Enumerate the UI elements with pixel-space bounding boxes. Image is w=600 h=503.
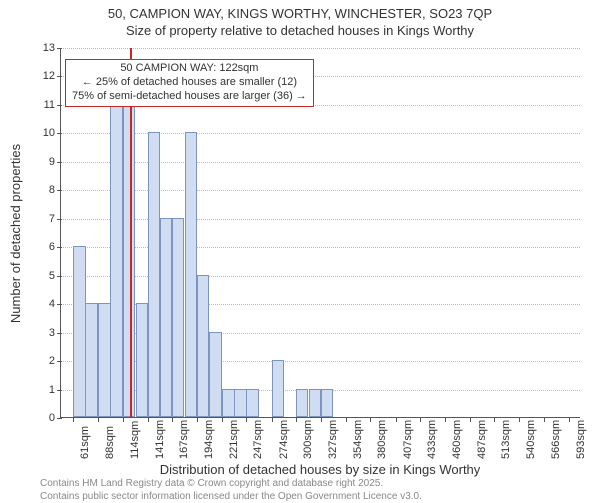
histogram-bar [222,389,234,417]
plot-area: 01234567891011121361sqm88sqm114sqm141sqm… [60,48,580,418]
x-tick-mark [519,417,520,422]
title-line-2: Size of property relative to detached ho… [0,23,600,40]
x-tick-mark [222,417,223,422]
histogram-bar [296,389,308,417]
gridline [61,219,580,220]
x-tick-mark [321,417,322,422]
histogram-bar [321,389,333,417]
histogram-bar [136,303,148,417]
x-tick-label: 540sqm [523,420,537,459]
histogram-bar [309,389,321,417]
gridline [61,133,580,134]
y-tick-label: 9 [49,156,61,168]
y-tick-label: 11 [44,99,61,111]
x-tick-label: 433sqm [424,420,438,459]
y-tick-label: 4 [49,298,61,310]
x-tick-label: 513sqm [498,420,512,459]
x-tick-label: 380sqm [374,420,388,459]
gridline [61,276,580,277]
y-tick-label: 6 [49,241,61,253]
footer-line-2: Contains public sector information licen… [40,491,422,503]
x-tick-mark [172,417,173,422]
histogram-bar [160,218,172,417]
x-axis-label: Distribution of detached houses by size … [60,462,580,477]
histogram-bar [246,389,258,417]
y-tick-label: 8 [49,184,61,196]
histogram-bar [272,360,284,417]
gridline [61,48,580,49]
x-tick-mark [98,417,99,422]
x-tick-mark [246,417,247,422]
x-tick-label: 274sqm [276,420,290,459]
x-tick-mark [123,417,124,422]
x-tick-mark [420,417,421,422]
x-tick-label: 593sqm [573,420,587,459]
x-tick-mark [296,417,297,422]
x-tick-label: 247sqm [250,420,264,459]
histogram-bar [85,303,97,417]
histogram-bar [123,75,135,417]
x-tick-label: 300sqm [300,420,314,459]
y-tick-label: 1 [49,384,61,396]
y-tick-label: 12 [43,70,61,82]
x-tick-mark [445,417,446,422]
x-tick-mark [569,417,570,422]
x-tick-mark [544,417,545,422]
y-tick-label: 2 [49,355,61,367]
x-tick-label: 487sqm [474,420,488,459]
y-tick-label: 7 [49,213,61,225]
x-tick-mark [148,417,149,422]
x-tick-label: 194sqm [201,420,215,459]
x-tick-label: 407sqm [400,420,414,459]
gridline [61,162,580,163]
x-tick-label: 327sqm [325,420,339,459]
chart-container: 50, CAMPION WAY, KINGS WORTHY, WINCHESTE… [0,0,600,500]
x-tick-label: 141sqm [152,420,166,459]
histogram-bar [197,275,209,417]
x-tick-label: 460sqm [449,420,463,459]
x-tick-mark [272,417,273,422]
x-tick-mark [197,417,198,422]
y-axis-label: Number of detached properties [8,48,24,418]
y-tick-label: 13 [43,42,61,54]
footer-line-1: Contains HM Land Registry data © Crown c… [40,478,422,491]
histogram-bar [110,104,122,417]
gridline [61,247,580,248]
histogram-bar [185,132,197,417]
x-tick-label: 221sqm [226,420,240,459]
chart-title: 50, CAMPION WAY, KINGS WORTHY, WINCHESTE… [0,6,600,40]
annotation-line-1: 50 CAMPION WAY: 122sqm [72,62,307,76]
x-tick-label: 354sqm [350,420,364,459]
histogram-bar [148,132,160,417]
histogram-bar [73,246,85,417]
histogram-bar [98,303,110,417]
annotation-box: 50 CAMPION WAY: 122sqm← 25% of detached … [65,59,314,106]
annotation-line-3: 75% of semi-detached houses are larger (… [72,90,307,104]
annotation-line-2: ← 25% of detached houses are smaller (12… [72,76,307,90]
histogram-bar [172,218,184,417]
x-tick-mark [470,417,471,422]
x-tick-mark [346,417,347,422]
histogram-bar [234,389,246,417]
x-tick-mark [73,417,74,422]
x-tick-label: 167sqm [176,420,190,459]
title-line-1: 50, CAMPION WAY, KINGS WORTHY, WINCHESTE… [0,6,600,23]
x-tick-mark [494,417,495,422]
y-tick-label: 5 [49,270,61,282]
x-tick-label: 566sqm [548,420,562,459]
gridline [61,190,580,191]
y-tick-label: 10 [43,127,61,139]
histogram-bar [209,332,221,417]
x-tick-label: 88sqm [102,426,116,459]
x-tick-label: 61sqm [77,426,91,459]
x-tick-mark [370,417,371,422]
y-tick-label: 0 [49,412,61,424]
y-tick-label: 3 [49,327,61,339]
footer-attribution: Contains HM Land Registry data © Crown c… [40,478,422,503]
x-tick-mark [396,417,397,422]
x-tick-label: 114sqm [127,421,141,459]
